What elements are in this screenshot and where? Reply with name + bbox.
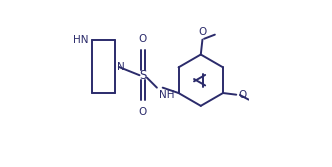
Text: O: O [139, 107, 147, 117]
Text: O: O [139, 34, 147, 44]
Text: O: O [238, 90, 246, 100]
Text: N: N [117, 62, 124, 72]
Text: HN: HN [73, 35, 88, 45]
Text: S: S [139, 69, 146, 82]
Text: NH: NH [159, 90, 174, 100]
Text: O: O [198, 27, 207, 37]
